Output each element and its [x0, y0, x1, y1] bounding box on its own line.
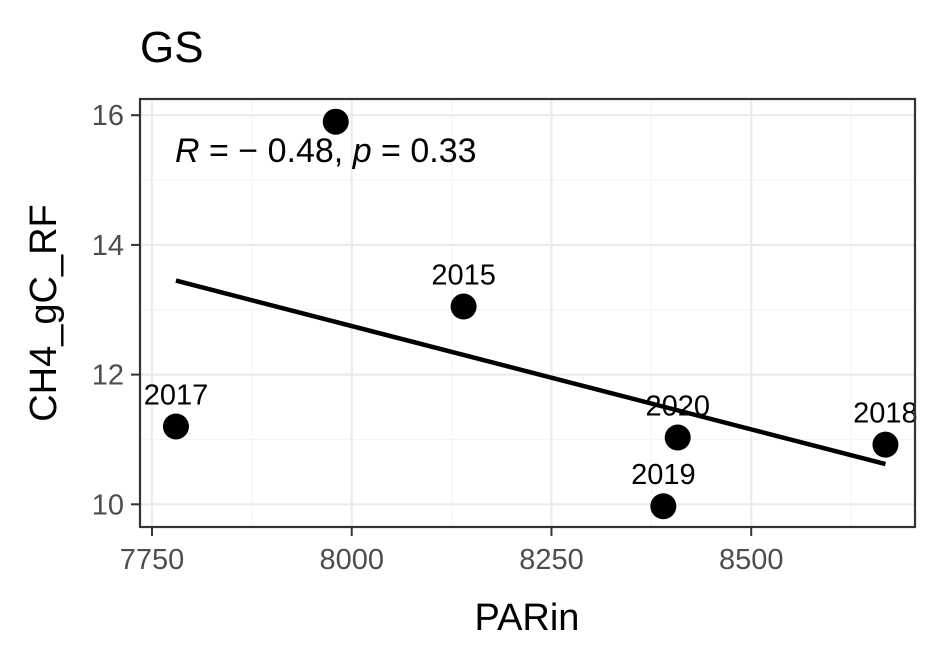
x-axis-title: PARin: [475, 597, 580, 639]
major-gridlines: [140, 99, 915, 527]
data-point: [322, 108, 349, 135]
x-tick-label: 7750: [120, 544, 185, 576]
data-point-label: 2017: [144, 379, 209, 411]
y-tick-label: 12: [92, 360, 124, 392]
x-tick-label: 8000: [319, 544, 384, 576]
y-tick-label: 16: [92, 100, 124, 132]
p-value: = 0.33: [372, 132, 477, 170]
y-tick-label: 14: [92, 230, 124, 262]
data-point-label: 2020: [645, 391, 710, 423]
data-point: [450, 293, 477, 320]
data-points: [162, 108, 899, 520]
r-value: = − 0.48,: [200, 132, 353, 170]
data-point-label: 2019: [631, 459, 696, 491]
data-point: [664, 424, 691, 451]
regression-line: [175, 278, 887, 467]
data-point: [162, 413, 189, 440]
x-tick-label: 8500: [719, 544, 784, 576]
data-point-label: 2018: [853, 398, 918, 430]
data-point: [872, 431, 899, 458]
r-symbol: R: [175, 132, 200, 170]
correlation-annotation: R = − 0.48, p = 0.33: [175, 132, 477, 170]
y-axis-title: CH4_gC_RF: [23, 204, 65, 422]
y-tick-label: 10: [92, 489, 124, 521]
p-symbol: p: [352, 132, 372, 170]
x-tick-label: 8250: [519, 544, 584, 576]
chart-title: GS: [140, 23, 204, 72]
data-point: [650, 493, 677, 520]
minor-gridlines: [140, 99, 915, 527]
point-labels: 2017 2015 2019 2020 2018: [144, 260, 918, 492]
plot-panel-border: [138, 97, 917, 529]
x-axis-ticks: 7750 8000 8250 8500: [120, 527, 784, 576]
y-axis-ticks: 10 12 14 16: [92, 100, 140, 521]
data-point-label: 2015: [431, 260, 496, 292]
